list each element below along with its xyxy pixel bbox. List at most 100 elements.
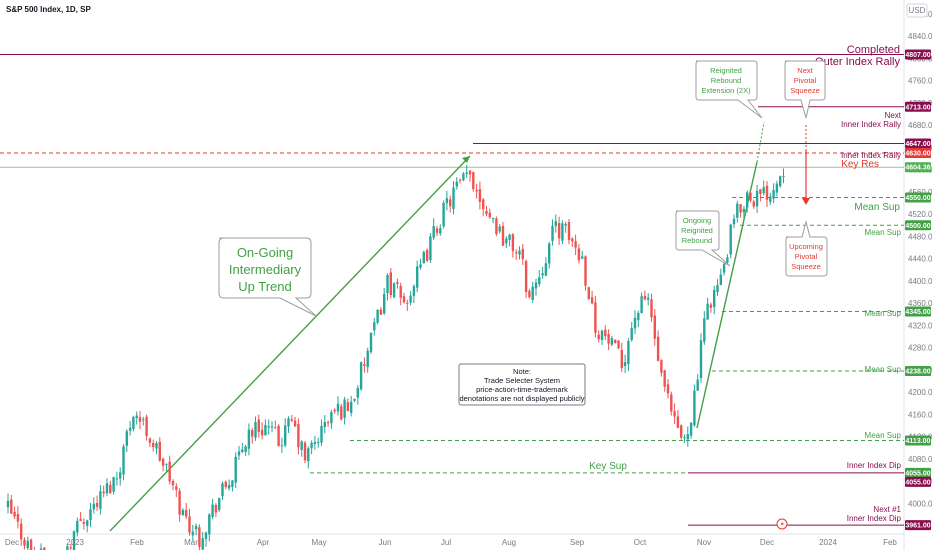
candle-body — [630, 328, 633, 340]
candle-body — [396, 282, 399, 284]
candle-body — [178, 490, 181, 515]
candle-body — [82, 522, 86, 524]
y-tick-label: 4440.00 — [908, 255, 932, 264]
candle-body — [722, 263, 726, 273]
candle-body — [564, 224, 567, 226]
candle-body — [122, 446, 125, 475]
trend-callout-box — [218, 237, 317, 317]
candle-body — [472, 172, 475, 190]
candles-layer — [6, 164, 785, 550]
x-tick-label: Mar — [184, 538, 198, 547]
candle-body — [39, 548, 43, 550]
candle-body — [719, 274, 722, 286]
y-tick-label: 4560.00 — [908, 188, 932, 197]
candle-body — [518, 250, 521, 255]
price-axis[interactable]: 4000.004040.004080.004120.004160.004200.… — [908, 10, 932, 509]
candle-body — [449, 199, 452, 207]
candle-body — [171, 480, 175, 486]
label-next-line2: Inner Index Rally — [841, 120, 901, 129]
candle-body — [115, 478, 119, 480]
label-key-res: Key Res — [841, 159, 879, 170]
candle-body — [524, 261, 528, 293]
price-tag-label: 4630.00 — [905, 150, 930, 157]
price-tag-label: 4500.00 — [905, 223, 930, 230]
candle-body — [749, 192, 752, 201]
candle-body — [333, 409, 336, 412]
price-tag-bg — [905, 138, 931, 149]
candle-body — [762, 187, 765, 194]
next-pivotal-line2: Pivotal — [794, 76, 817, 85]
candle-body — [508, 234, 511, 240]
x-tick-label: Oct — [634, 538, 647, 547]
note-line2: Trade Selecter System — [484, 376, 560, 385]
candle-body — [330, 411, 333, 424]
candle-body — [386, 275, 389, 294]
candle-body — [689, 422, 693, 436]
candle-body — [617, 340, 620, 349]
candle-body — [227, 484, 231, 489]
candle-body — [561, 223, 564, 241]
currency-box[interactable]: USD — [906, 3, 928, 18]
candle-body — [571, 238, 574, 242]
trend-callout-line3: Up Trend — [238, 279, 291, 294]
candle-body — [485, 211, 488, 214]
candle-body — [462, 173, 465, 181]
candle-body — [541, 273, 544, 276]
candle-body — [673, 411, 676, 417]
candle-body — [274, 427, 277, 429]
candle-body — [356, 388, 359, 398]
alert-icon[interactable] — [776, 518, 788, 530]
candle-body — [765, 185, 769, 200]
candle-body — [515, 252, 518, 254]
upcoming-line2: Pivotal — [795, 252, 818, 261]
candle-body — [168, 461, 171, 482]
candle-body — [152, 443, 155, 447]
time-axis[interactable]: Dec 2023 Feb Mar Apr May Jun Jul Aug Sep Oct Nov Dec… — [5, 538, 898, 547]
candle-body — [505, 238, 508, 244]
candle-body — [270, 426, 274, 428]
candle-body — [165, 463, 168, 465]
candle-body — [148, 438, 152, 443]
candle-body — [742, 208, 746, 213]
candle-body — [432, 226, 435, 238]
candle-body — [439, 228, 442, 234]
candle-body — [20, 523, 23, 540]
candle-body — [313, 441, 317, 445]
y-tick-label: 4160.00 — [908, 410, 932, 419]
price-tag-label: 4713.00 — [905, 104, 930, 111]
candle-body — [736, 203, 739, 218]
candle-body — [627, 340, 630, 365]
candle-body — [373, 322, 376, 331]
candle-body — [109, 484, 112, 493]
candle-body — [267, 426, 270, 428]
candle-body — [142, 419, 145, 421]
candle-body — [132, 416, 135, 430]
candle-body — [538, 277, 541, 285]
candle-body — [637, 312, 640, 321]
candle-body — [211, 504, 214, 517]
candle-body — [623, 362, 627, 366]
candle-body — [680, 425, 683, 438]
candle-body — [732, 218, 736, 225]
candle-body — [383, 293, 386, 314]
candle-body — [241, 449, 244, 453]
candle-body — [610, 338, 614, 345]
candle-body — [693, 390, 696, 426]
candle-body — [234, 456, 237, 483]
candle-body — [594, 302, 597, 333]
price-tags-layer: 4807.00 4713.00 4647.00 4630.00 4604.36 4550.… — [905, 49, 931, 531]
candle-body — [293, 420, 297, 427]
ongoing-line2: Reignited — [681, 226, 713, 235]
candle-body — [676, 416, 680, 428]
label-inner-dip: Inner Index Dip — [847, 461, 902, 470]
candle-body — [683, 437, 686, 439]
candle-body — [709, 304, 713, 308]
candle-body — [23, 539, 26, 546]
candle-body — [716, 285, 719, 293]
price-tag-bg — [905, 49, 931, 60]
price-tag-bg — [905, 147, 931, 158]
candle-body — [670, 394, 673, 412]
candle-body — [531, 286, 534, 300]
